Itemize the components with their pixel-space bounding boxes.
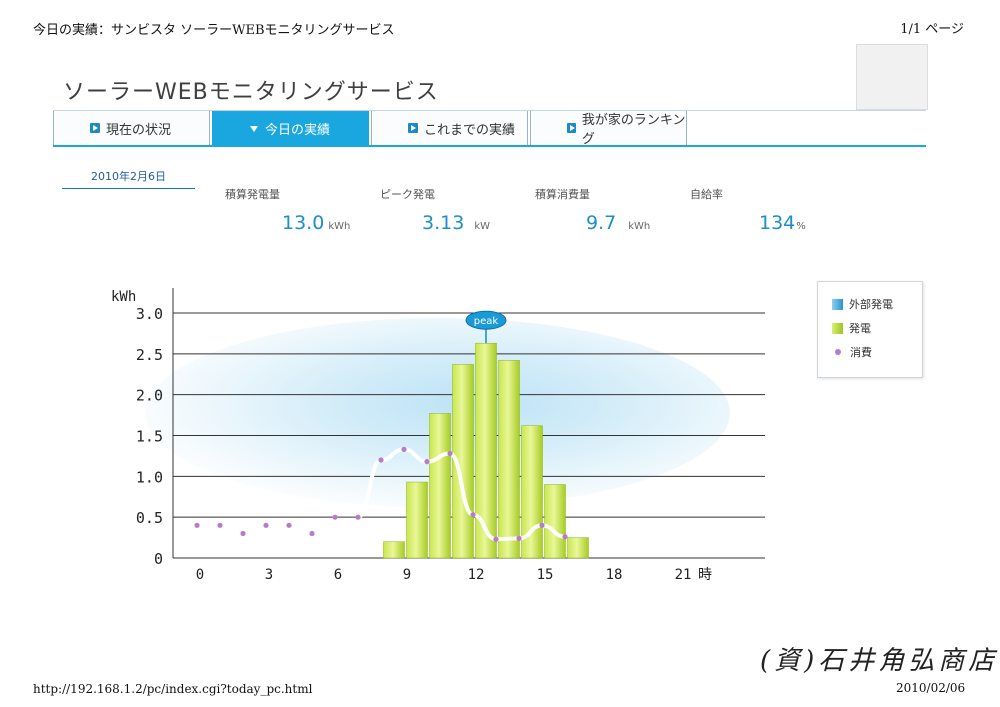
x-tick-label: 6 — [334, 567, 342, 583]
generation-bar — [544, 484, 566, 559]
y-tick-label: 1.5 — [136, 428, 163, 446]
consumption-point — [286, 522, 292, 528]
stat-value-total-consumption: 9.7 kWh — [586, 212, 650, 234]
consumption-point — [263, 522, 269, 528]
x-axis-unit: 時 — [698, 567, 712, 583]
x-tick-label: 9 — [403, 567, 411, 583]
stat-unit: kWh — [328, 221, 351, 232]
generation-bar — [383, 541, 405, 559]
tab-current-status[interactable]: 現在の状況 — [53, 111, 210, 145]
company-stamp: (資)石井角弘商店 — [760, 646, 999, 676]
peak-marker-label: peak — [474, 316, 499, 327]
x-tick-label: 0 — [196, 567, 204, 583]
stat-label-self-sufficiency: 自給率 — [690, 188, 723, 201]
y-tick-label: 2.0 — [136, 387, 163, 405]
stat-unit: kWh — [628, 221, 651, 232]
generation-bar — [406, 481, 428, 559]
print-header: 今日の実績：サンビスタ ソーラーWEBモニタリングサービス — [33, 23, 395, 38]
stat-label-total-generation: 積算発電量 — [225, 188, 280, 201]
legend-label: 発電 — [849, 322, 871, 335]
chart-legend: 外部発電 発電 消費 — [817, 281, 923, 378]
stat-number: 13.0 — [282, 212, 325, 234]
print-footer-url: http://192.168.1.2/pc/index.cgi?today_pc… — [33, 682, 313, 696]
y-tick-label: 0.5 — [136, 509, 163, 527]
tab-label: これまでの実績 — [424, 122, 516, 138]
stat-number: 9.7 — [586, 212, 617, 234]
legend-item-generation: 発電 — [832, 320, 871, 336]
generation-bar — [498, 360, 520, 559]
consumption-point — [240, 530, 246, 537]
generation-bar — [429, 413, 451, 559]
y-tick-label: 0 — [154, 550, 163, 568]
generation-bar — [567, 537, 589, 559]
consumption-point — [447, 450, 453, 457]
peak-marker-bubble — [465, 310, 507, 330]
consumption-point — [562, 534, 568, 540]
hourly-energy-chart: 3.0 2.5 2.0 1.5 1.0 0.5 0 kWh 0 3 6 9 12 15 18 21 時 peak — [111, 288, 765, 583]
play-icon — [90, 123, 100, 133]
date-label: 2010年2月6日 — [62, 168, 195, 189]
x-tick-label: 15 — [537, 567, 554, 583]
stat-unit: kW — [474, 221, 490, 232]
consumption-point — [332, 514, 338, 520]
x-tick-label: 21 — [675, 567, 692, 583]
legend-item-consumption: 消費 — [832, 344, 872, 360]
x-tick-label: 3 — [265, 567, 273, 583]
stat-value-total-generation: 13.0 kWh — [282, 212, 350, 234]
print-page-number: 1/1 ページ — [900, 22, 964, 37]
consumption-point — [355, 514, 361, 520]
tab-label: 今日の実績 — [265, 122, 331, 138]
x-tick-label: 18 — [606, 567, 623, 583]
consumption-line — [357, 447, 566, 542]
tab-home-ranking[interactable]: 我が家のランキング — [530, 111, 687, 147]
consumption-point — [470, 512, 476, 518]
legend-swatch-generation — [832, 322, 843, 334]
legend-label: 消費 — [850, 346, 872, 359]
consumption-point — [194, 522, 200, 528]
site-title: ソーラーWEBモニタリングサービス — [63, 80, 439, 105]
play-icon — [408, 123, 418, 133]
stat-unit: % — [796, 221, 806, 232]
generation-bar — [475, 342, 497, 559]
stat-number: 134 — [759, 212, 796, 234]
tab-past-results[interactable]: これまでの実績 — [371, 111, 528, 145]
consumption-point — [309, 530, 315, 537]
consumption-point — [378, 457, 384, 463]
consumption-point — [217, 522, 223, 528]
consumption-point — [424, 459, 430, 465]
stat-value-self-sufficiency: 134% — [759, 212, 806, 234]
print-footer-date: 2010/02/06 — [896, 681, 966, 695]
stat-label-peak: ピーク発電 — [380, 188, 435, 201]
consumption-point — [516, 535, 522, 541]
y-tick-label: 3.0 — [136, 305, 163, 323]
stat-label-total-consumption: 積算消費量 — [535, 188, 590, 201]
header-gray-box — [856, 44, 928, 110]
tab-label: 我が家のランキング — [581, 113, 686, 147]
chevron-down-icon — [249, 123, 259, 133]
y-tick-label: 2.5 — [136, 346, 163, 364]
stat-value-peak: 3.13 kW — [422, 212, 490, 234]
consumption-point — [493, 536, 499, 542]
legend-label: 外部発電 — [849, 298, 893, 311]
x-tick-label: 12 — [468, 567, 485, 583]
y-axis-label: kWh — [111, 289, 136, 305]
tab-today-results[interactable]: 今日の実績 — [212, 111, 369, 145]
legend-item-external: 外部発電 — [832, 296, 893, 312]
tab-label: 現在の状況 — [106, 122, 172, 138]
legend-dot-consumption — [835, 349, 841, 355]
tab-bar: 現在の状況 今日の実績 これまでの実績 我が家のランキング — [53, 110, 926, 147]
stat-number: 3.13 — [422, 212, 465, 234]
play-icon — [567, 123, 576, 133]
consumption-point — [539, 522, 545, 528]
y-tick-label: 1.0 — [136, 468, 163, 486]
legend-swatch-external — [832, 298, 843, 310]
consumption-point — [401, 446, 407, 452]
